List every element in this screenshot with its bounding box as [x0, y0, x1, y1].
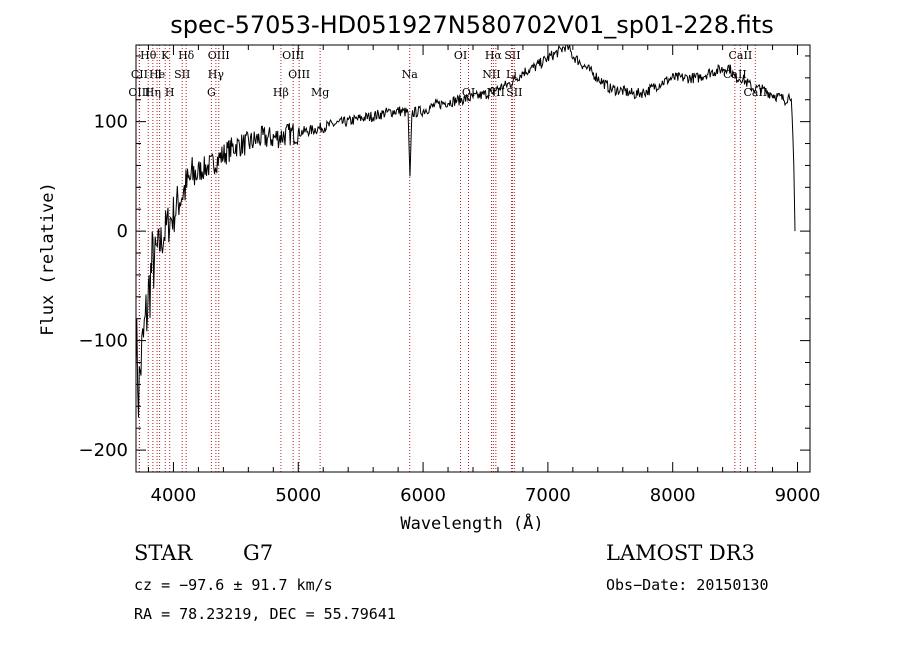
plot-frame [135, 44, 811, 473]
x-tick-label: 4000 [151, 485, 197, 506]
marker-label: Hθ [140, 49, 157, 62]
x-tick-label: 7000 [525, 485, 571, 506]
marker-label: H [165, 86, 175, 99]
marker-label: SII [506, 86, 522, 99]
x-tick-label: 5000 [275, 485, 321, 506]
spectrum-line [135, 44, 796, 418]
marker-label: Li [506, 68, 517, 81]
marker-label: Mg [311, 86, 329, 99]
marker-label: CII [131, 68, 148, 81]
x-axis-label: Wavelength (Å) [400, 512, 543, 534]
marker-label: Hδ [178, 49, 195, 62]
y-tick-label: −100 [79, 331, 128, 352]
obs-date: Obs−Date: 20150130 [606, 576, 769, 594]
x-tick-label: 9000 [775, 485, 821, 506]
marker-label: OIII [208, 49, 230, 62]
x-tick-label: 6000 [400, 485, 446, 506]
x-tick-label: 8000 [650, 485, 696, 506]
survey-name: LAMOST DR3 [606, 541, 755, 565]
marker-label: G [207, 86, 216, 99]
y-axis: −200 −100 0 100 [79, 55, 810, 461]
chart-title: spec-57053-HD051927N580702V01_sp01-228.f… [170, 11, 773, 39]
y-axis-label: Flux (relative) [38, 182, 58, 336]
marker-label: I [157, 68, 161, 81]
marker-label: NII [482, 68, 500, 81]
marker-label: CaII [729, 49, 753, 62]
marker-label: Na [402, 68, 419, 81]
marker-label: CaII [723, 68, 747, 81]
x-axis: 4000 5000 6000 7000 8000 9000 [147, 45, 821, 506]
marker-label: K [161, 49, 170, 62]
marker-label: OIII [288, 68, 310, 81]
marker-label: Hγ [208, 68, 225, 81]
marker-label: OIII [282, 49, 304, 62]
y-tick-label: −200 [79, 440, 128, 461]
redshift-value: cz = −97.6 ± 91.7 km/s [134, 576, 333, 594]
object-class: STAR [134, 541, 193, 565]
y-tick-label: 0 [117, 221, 128, 242]
marker-label: Hη [145, 86, 161, 99]
marker-label: SII [174, 68, 190, 81]
marker-label: He [149, 68, 165, 81]
spectrum-series [135, 44, 796, 418]
subclass: G7 [243, 541, 273, 565]
y-tick-label: 100 [94, 112, 128, 133]
marker-label: OI [454, 49, 467, 62]
marker-label: OIII [128, 86, 150, 99]
marker-label: SII [504, 49, 520, 62]
marker-label: Hβ [273, 86, 289, 99]
coordinates: RA = 78.23219, DEC = 55.79641 [134, 605, 396, 623]
marker-label: Hα [485, 49, 503, 62]
